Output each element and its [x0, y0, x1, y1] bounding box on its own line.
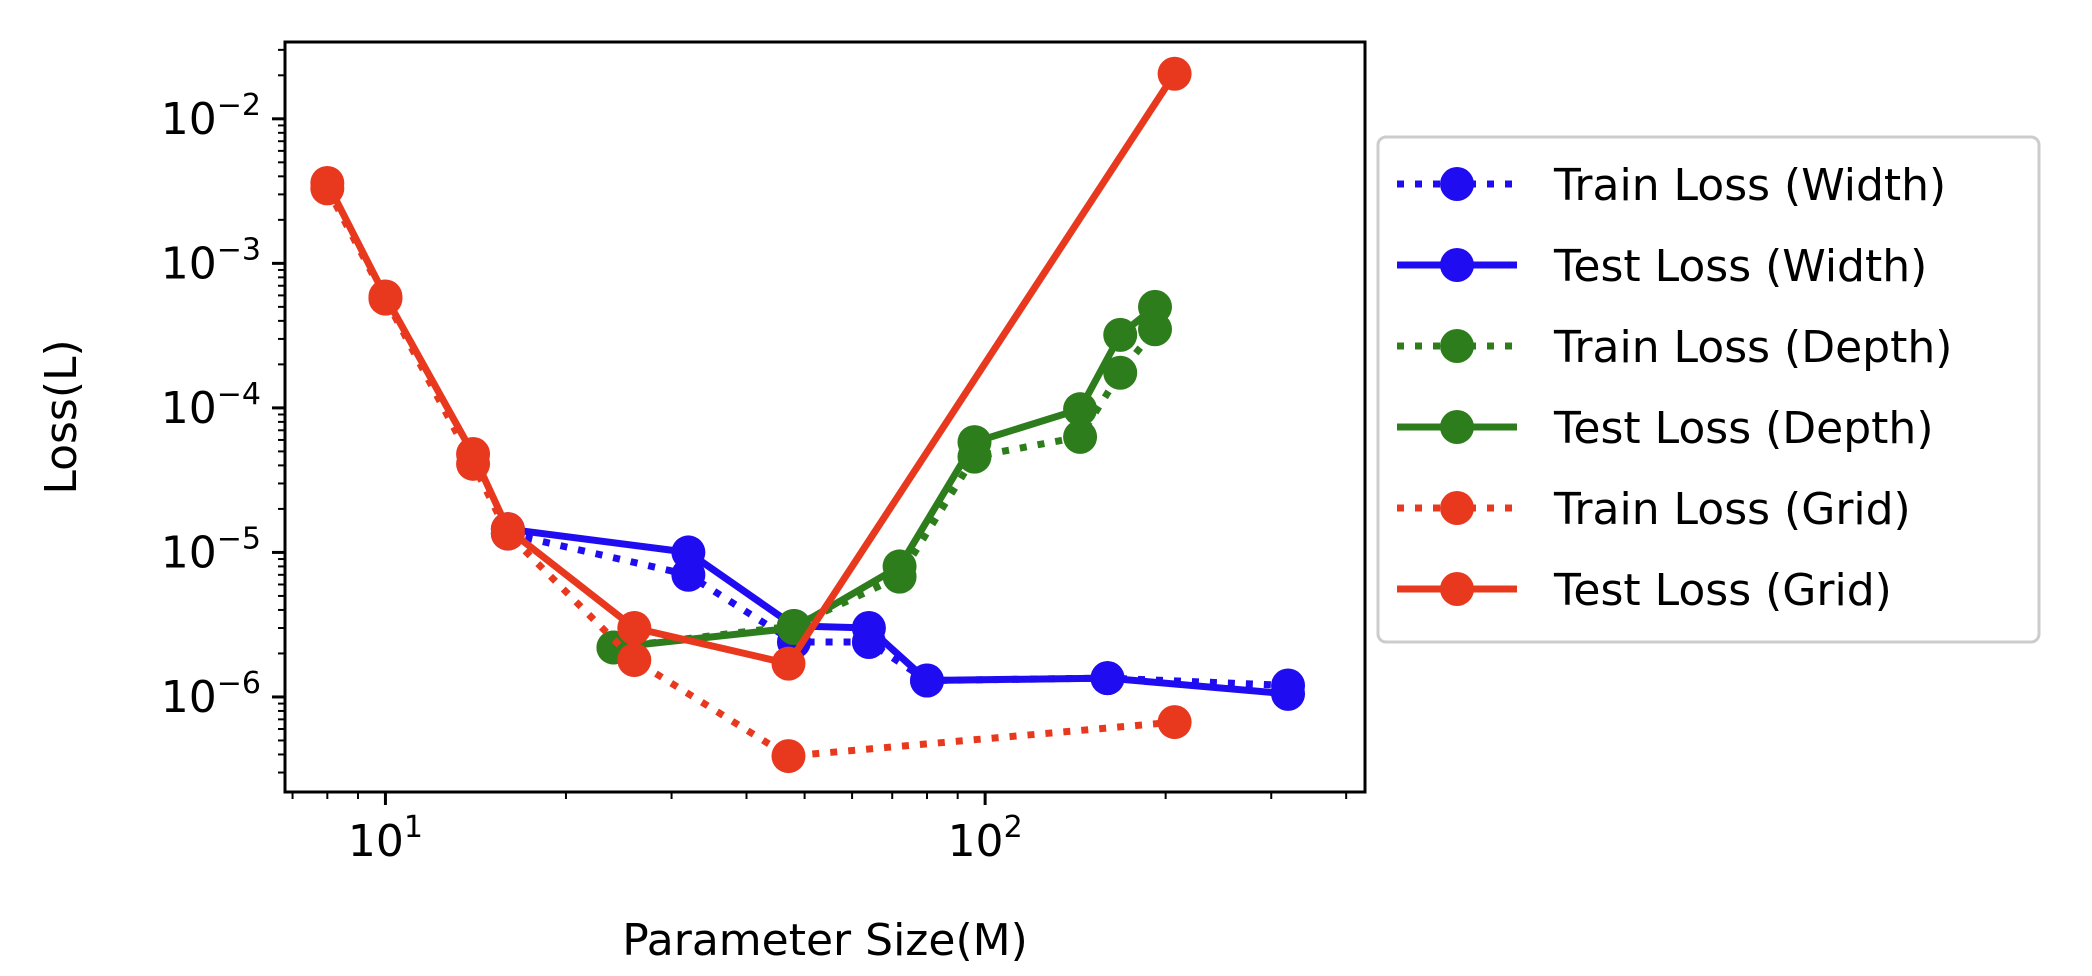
data-point [617, 643, 652, 678]
legend-marker [1440, 329, 1474, 363]
legend-label: Test Loss (Depth) [1553, 403, 1933, 454]
x-tick-label: 101 [348, 810, 423, 867]
y-tick-label: 10−2 [161, 88, 261, 145]
data-point [957, 425, 992, 460]
legend-label: Test Loss (Width) [1553, 241, 1927, 292]
data-point [1271, 676, 1306, 711]
legend-label: Test Loss (Grid) [1553, 565, 1892, 616]
legend-frame [1376, 135, 2041, 644]
data-point [910, 663, 945, 698]
plot-frame [283, 40, 1367, 794]
data-point [1138, 289, 1173, 324]
data-point [1090, 661, 1125, 696]
data-point [1157, 705, 1192, 740]
major-ticks: 101 102 10−6 10−5 10−4 10−3 10−2 [161, 88, 1023, 867]
data-point [671, 535, 706, 570]
data-point [882, 549, 917, 584]
legend-label: Train Loss (Depth) [1553, 322, 1952, 373]
legend-marker [1440, 248, 1474, 282]
data-point [456, 436, 491, 471]
y-tick-label: 10−4 [161, 377, 261, 434]
data-point [617, 610, 652, 645]
data-point [310, 165, 345, 200]
y-tick-label: 10−6 [161, 666, 261, 723]
y-tick-label: 10−5 [161, 521, 261, 578]
data-point [1103, 317, 1138, 352]
series-5 [310, 56, 1192, 681]
legend: Train Loss (Width) Test Loss (Width) Train… [1376, 135, 2041, 644]
data-point [851, 610, 886, 645]
y-tick-label: 10−3 [161, 232, 261, 289]
legend-label: Train Loss (Grid) [1553, 484, 1911, 535]
data-point [1063, 419, 1098, 454]
legend-label: Train Loss (Width) [1553, 160, 1946, 211]
legend-marker [1440, 491, 1474, 525]
legend-marker [1440, 167, 1474, 201]
data-point [490, 512, 525, 547]
data-point [771, 739, 806, 774]
data-point [368, 279, 403, 314]
legend-marker [1440, 572, 1474, 606]
x-tick-label: 102 [948, 810, 1023, 867]
data-point [1157, 56, 1192, 91]
data-point [1103, 355, 1138, 390]
y-axis-label: Loss(L) [36, 339, 87, 494]
data-point [1063, 392, 1098, 427]
series-3 [596, 289, 1173, 665]
data-point [771, 646, 806, 681]
series-layer [310, 56, 1306, 774]
x-axis-label: Parameter Size(M) [622, 915, 1028, 966]
legend-marker [1440, 410, 1474, 444]
